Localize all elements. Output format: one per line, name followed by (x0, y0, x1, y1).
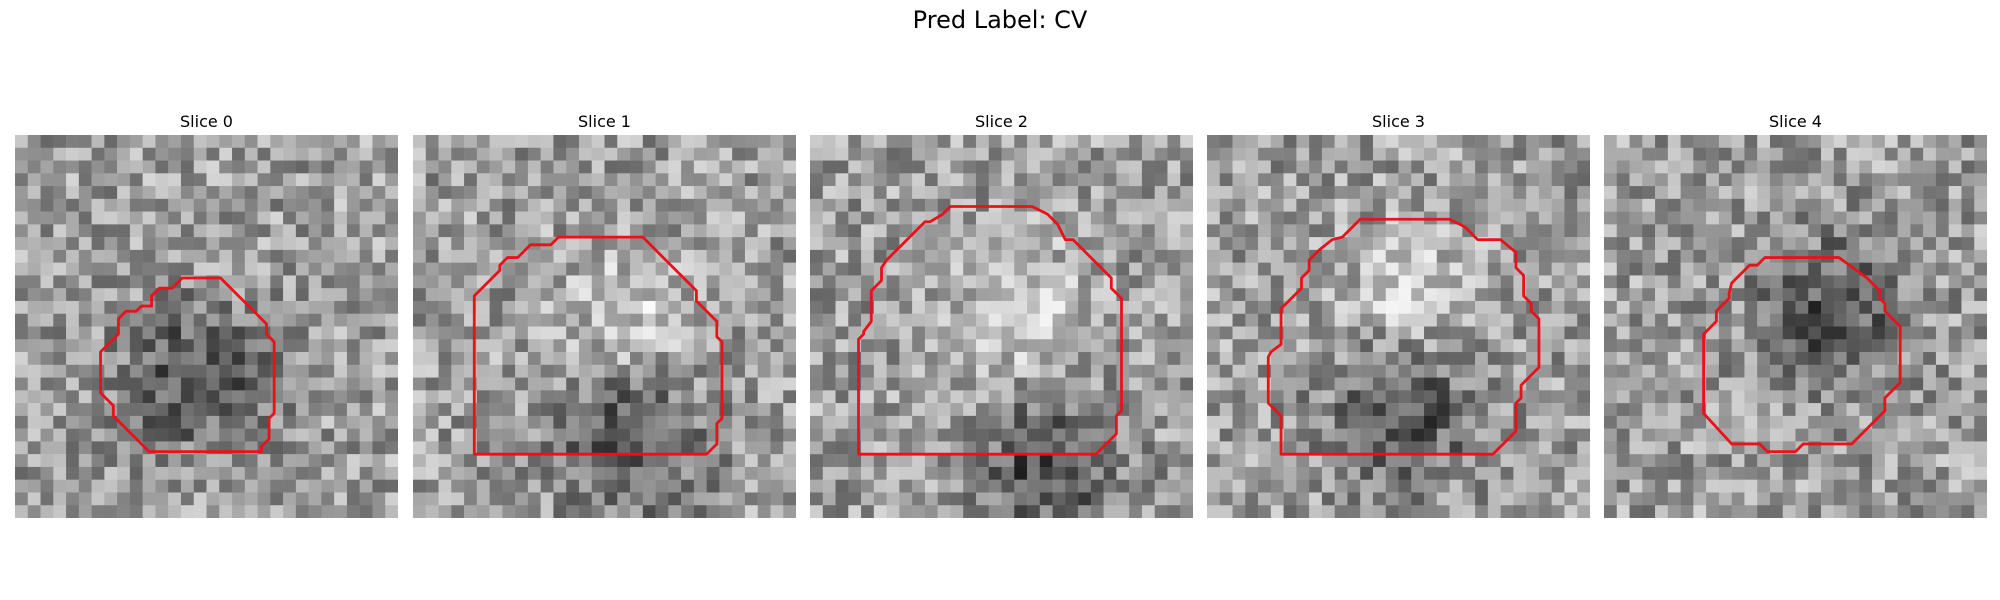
segmentation-contour (99, 276, 276, 454)
grayscale-pixels (1604, 135, 1987, 518)
grayscale-pixels (1207, 135, 1590, 518)
slice-title: Slice 0 (180, 112, 233, 131)
slice-title: Slice 2 (975, 112, 1028, 131)
slice-title: Slice 1 (578, 112, 631, 131)
slice-image (810, 135, 1193, 518)
segmentation-contour (472, 235, 724, 456)
grayscale-pixels (15, 135, 398, 518)
segmentation-contour (1266, 217, 1541, 456)
slice-image (1207, 135, 1590, 518)
segmentation-contour (857, 205, 1123, 456)
slice-image (413, 135, 796, 518)
slice-title: Slice 3 (1372, 112, 1425, 131)
slice-panel-2: Slice 2 (810, 111, 1193, 518)
slice-panel-1: Slice 1 (413, 111, 796, 518)
slice-title: Slice 4 (1769, 112, 1822, 131)
grayscale-pixels (413, 135, 796, 518)
slice-panel-3: Slice 3 (1207, 111, 1590, 518)
segmentation-contour (1702, 256, 1902, 454)
slice-image (15, 135, 398, 518)
slice-image (1604, 135, 1987, 518)
slice-panel-4: Slice 4 (1604, 111, 1987, 518)
slice-panel-0: Slice 0 (15, 111, 398, 518)
figure-title: Pred Label: CV (912, 6, 1088, 34)
